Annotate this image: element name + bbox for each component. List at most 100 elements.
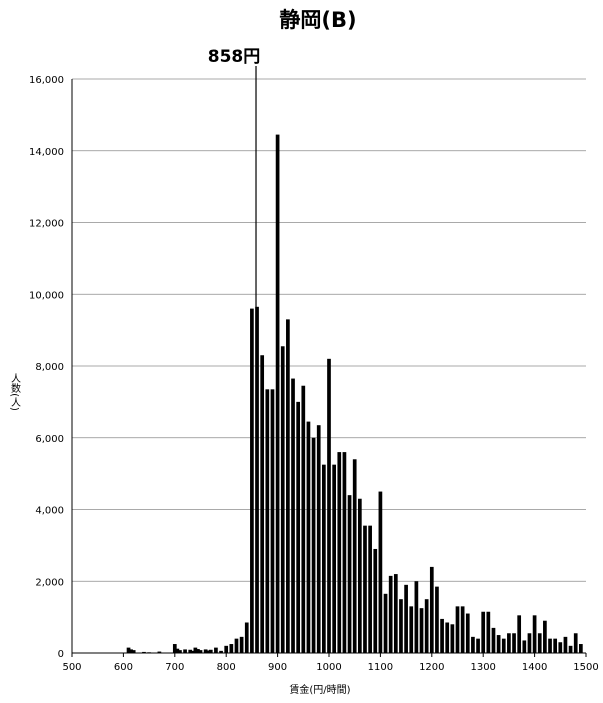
- x-tick-label: 1500: [573, 662, 598, 673]
- bar: [378, 491, 383, 653]
- bar: [291, 378, 295, 653]
- x-tick-label: 900: [268, 662, 287, 673]
- bar: [208, 649, 213, 653]
- y-axis-label: 人数(人): [9, 373, 21, 411]
- bar: [183, 649, 187, 653]
- bar: [301, 385, 306, 653]
- bar: [481, 611, 486, 653]
- bar: [424, 599, 429, 653]
- bar: [388, 575, 393, 653]
- x-tick-label: 1000: [316, 662, 341, 673]
- bar: [558, 642, 563, 653]
- bar: [234, 638, 239, 653]
- bar: [435, 586, 439, 653]
- bar: [296, 401, 301, 653]
- bar: [429, 566, 434, 653]
- bar: [275, 134, 280, 653]
- bar: [265, 389, 270, 653]
- y-tick-label: 14,000: [29, 147, 64, 158]
- bar: [440, 618, 444, 653]
- bar: [178, 650, 182, 653]
- bar: [393, 574, 398, 653]
- bar: [327, 358, 331, 653]
- bar: [203, 649, 208, 653]
- bar: [244, 622, 249, 653]
- bar: [316, 425, 321, 653]
- bar: [129, 649, 133, 653]
- y-tick-label: 2,000: [35, 577, 64, 588]
- bar: [579, 644, 583, 653]
- bar: [190, 650, 195, 653]
- bar: [568, 645, 573, 653]
- bar: [455, 606, 460, 653]
- bar: [471, 636, 475, 653]
- bar: [363, 525, 367, 653]
- bar: [491, 627, 496, 653]
- y-tick-label: 10,000: [29, 290, 64, 301]
- bar: [255, 306, 259, 653]
- bar: [501, 638, 506, 653]
- y-tick-label: 16,000: [29, 75, 64, 86]
- x-tick-label: 1200: [419, 662, 444, 673]
- bar: [419, 608, 424, 653]
- bar: [214, 647, 218, 653]
- bar: [476, 638, 480, 653]
- bar: [517, 615, 522, 653]
- bar: [224, 645, 229, 653]
- y-tick-label: 4,000: [35, 506, 64, 517]
- bar: [496, 635, 501, 653]
- bar: [196, 649, 200, 653]
- bar: [465, 613, 470, 653]
- bar: [286, 319, 290, 653]
- bar: [260, 355, 265, 653]
- bar: [188, 649, 193, 653]
- bar: [131, 650, 136, 653]
- bar: [399, 599, 403, 653]
- x-axis-label: 賃金(円/時間): [289, 683, 350, 696]
- bar: [280, 346, 285, 653]
- bar: [306, 421, 311, 653]
- y-tick-label: 8,000: [35, 362, 64, 373]
- bar: [229, 644, 234, 653]
- bar: [206, 650, 211, 653]
- bar: [198, 650, 203, 653]
- bar: [352, 459, 357, 653]
- bar: [486, 611, 491, 653]
- x-tick-label: 1100: [368, 662, 393, 673]
- annotation-label: 858円: [208, 47, 261, 67]
- bar: [126, 647, 131, 653]
- bar: [532, 615, 537, 653]
- bar: [311, 437, 316, 653]
- bar: [357, 498, 362, 653]
- x-tick-label: 1400: [522, 662, 547, 673]
- bar: [332, 464, 336, 653]
- x-tick-labels: 500 600 700 800 900 1000 1100 1200 1300 1400 1500: [62, 653, 599, 673]
- y-tick-label: 6,000: [35, 434, 64, 445]
- bar: [270, 389, 275, 653]
- bar: [548, 638, 552, 653]
- bar: [450, 624, 455, 653]
- bar: [322, 464, 326, 653]
- bar: [522, 640, 527, 653]
- x-tick-label: 800: [217, 662, 236, 673]
- bar: [553, 638, 558, 653]
- bar: [573, 633, 578, 653]
- bar: [157, 651, 162, 653]
- bar: [404, 584, 408, 653]
- bar: [368, 525, 372, 653]
- bar: [142, 651, 146, 653]
- bar: [460, 606, 465, 653]
- x-tick-label: 600: [114, 662, 133, 673]
- bar: [342, 452, 347, 653]
- bar: [337, 452, 342, 653]
- bar: [445, 622, 450, 653]
- bar: [175, 648, 180, 653]
- bar: [409, 606, 414, 653]
- y-tick-label: 0: [58, 649, 64, 660]
- bar: [563, 636, 568, 653]
- bar: [414, 581, 419, 653]
- y-tick-labels: 0 2,000 4,000 6,000 8,000 10,000 12,000 14,000 1…: [29, 75, 64, 660]
- x-tick-label: 500: [62, 662, 81, 673]
- bar: [193, 647, 198, 653]
- y-tick-label: 12,000: [29, 219, 64, 230]
